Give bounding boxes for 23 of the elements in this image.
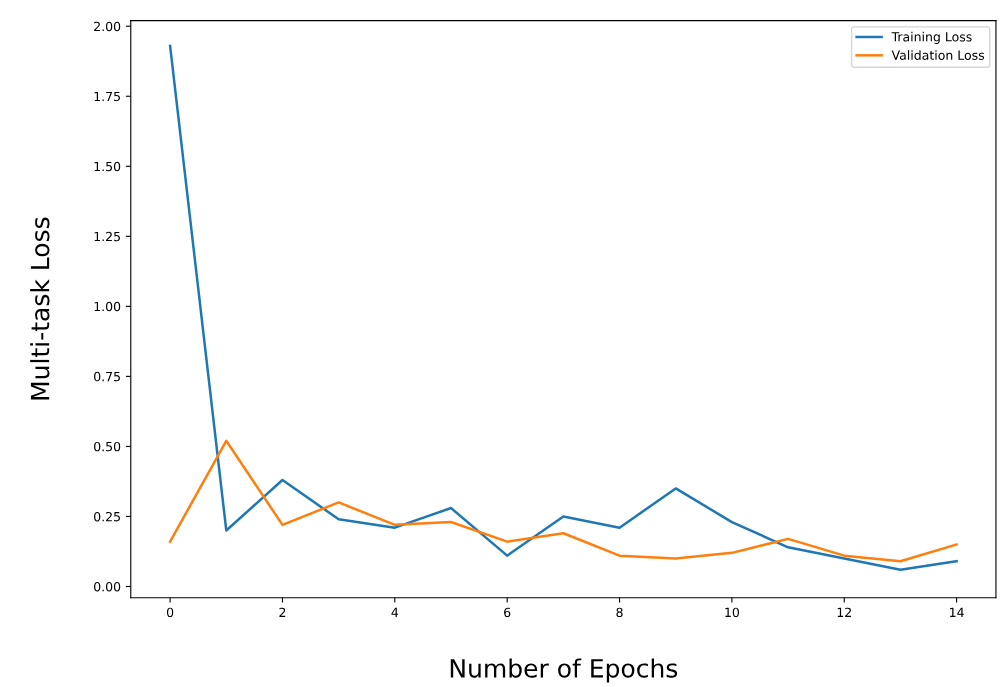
x-tick-label: 8: [616, 607, 623, 618]
y-axis-title: Multi-task Loss: [30, 217, 50, 400]
x-axis-title: Number of Epochs: [450, 658, 678, 683]
x-tick-label: 2: [279, 607, 286, 617]
legend-label: Training Loss: [891, 31, 972, 44]
line-series: [168, 44, 958, 571]
x-tick-label: 12: [837, 607, 851, 617]
x-tick-label: 10: [725, 607, 740, 618]
y-tick-label: 1.75: [94, 91, 120, 102]
y-tick-label: 0.25: [94, 511, 120, 522]
x-tick-label: 6: [504, 607, 511, 618]
line-series: [168, 439, 958, 563]
x-tick-label: 14: [950, 607, 964, 617]
y-tick-label: 0.75: [94, 371, 120, 382]
x-tick-label: 0: [166, 607, 174, 618]
y-tick-label: 1.25: [94, 231, 120, 242]
y-tick-label: 1.00: [94, 301, 121, 312]
y-tick-label: 1.50: [94, 161, 121, 172]
y-tick-label: 2.00: [94, 21, 121, 32]
y-tick-label: 0.50: [94, 441, 121, 452]
x-tick-label: 4: [391, 607, 399, 617]
legend-label: Validation Loss: [891, 50, 985, 60]
y-tick-label: 0.00: [94, 581, 121, 592]
